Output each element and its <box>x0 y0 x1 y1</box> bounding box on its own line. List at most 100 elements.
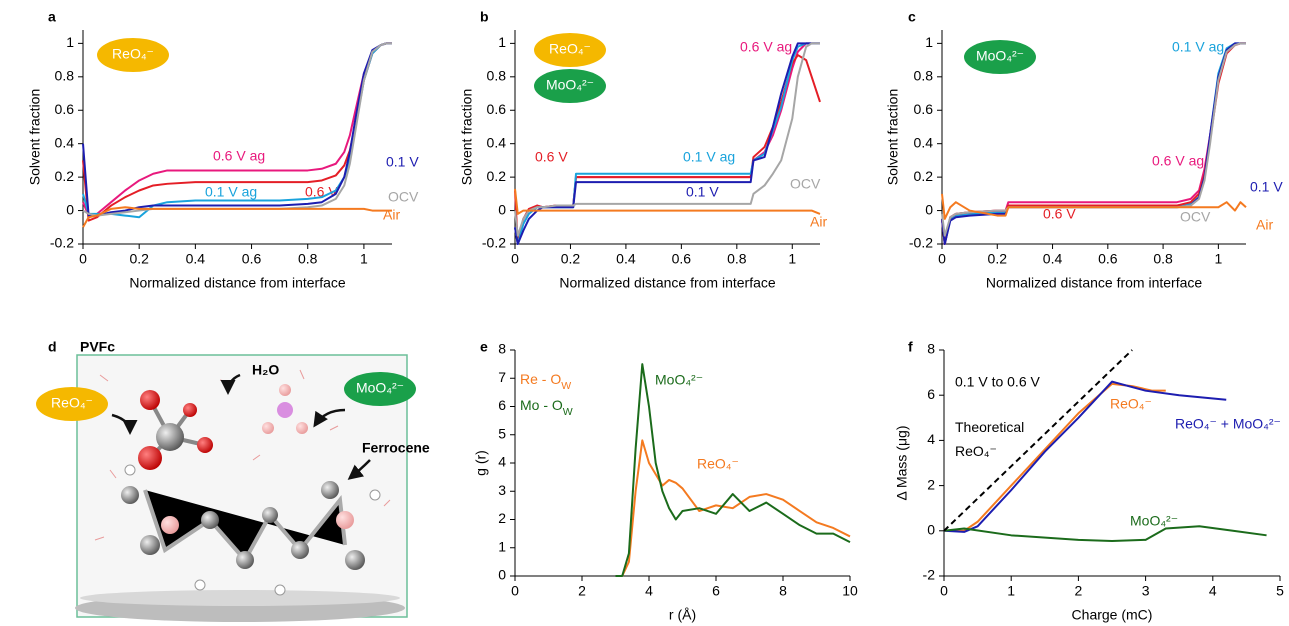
series-label: 0.1 V <box>386 154 419 170</box>
x-tick-label: 0 <box>79 251 87 267</box>
series-label: 0.6 V <box>305 184 338 200</box>
series-line <box>514 188 821 215</box>
y-tick-label: 7 <box>498 369 506 385</box>
series-label: ReO₄⁻ <box>1110 396 1152 412</box>
ferrocene-atoms <box>121 464 381 596</box>
y-tick-label: 1 <box>498 538 506 554</box>
x-tick-label: 2 <box>1075 583 1083 599</box>
illustration-label: Ferrocene <box>362 440 430 456</box>
panel-label: d <box>48 339 57 355</box>
y-tick-label: -0.2 <box>50 235 74 251</box>
badge-label: MoO₄²⁻ <box>976 48 1024 64</box>
series-label: OCV <box>388 189 419 205</box>
y-tick-label: 8 <box>927 341 935 357</box>
series-label: 0.6 V ag <box>213 148 265 164</box>
series-label-main: Mo - O <box>520 397 563 413</box>
x-tick-label: 0.4 <box>1043 251 1063 267</box>
illustration-title: PVFc <box>80 339 115 355</box>
y-tick-label: 0.2 <box>487 168 507 184</box>
series-line <box>82 42 392 217</box>
badge-label: MoO₄²⁻ <box>546 77 594 93</box>
series-label-main: Re - O <box>520 371 561 387</box>
y-axis-label: Δ Mass (μg) <box>894 426 910 501</box>
series-label: 0.1 V ag <box>1172 39 1224 55</box>
badge <box>964 40 1036 74</box>
y-tick-label: 0.8 <box>55 68 75 84</box>
y-tick-label: 0.2 <box>914 168 934 184</box>
x-tick-label: 4 <box>645 583 653 599</box>
x-tick-label: 0.6 <box>1098 251 1118 267</box>
surface <box>75 590 405 622</box>
series-label: 0.1 V ag <box>683 149 735 165</box>
x-tick-label: 0.6 <box>672 251 692 267</box>
series-label-sub: W <box>561 380 571 392</box>
series-line <box>82 206 392 228</box>
illustration-label: H₂O <box>252 362 279 378</box>
x-tick-label: 0.8 <box>727 251 747 267</box>
series-label-main: Theoretical <box>955 419 1024 435</box>
y-tick-label: 1 <box>498 34 506 50</box>
y-tick-label: 0 <box>925 201 933 217</box>
y-tick-label: 1 <box>66 34 74 50</box>
x-tick-label: 1 <box>360 251 368 267</box>
panel-label: f <box>908 339 913 355</box>
y-tick-label: 0.2 <box>55 168 75 184</box>
y-axis-label: Solvent fraction <box>27 89 43 186</box>
panel-label: c <box>908 9 916 25</box>
x-axis-label: Normalized distance from interface <box>129 275 346 291</box>
badge <box>534 69 606 103</box>
series-label: OCV <box>790 176 821 192</box>
panel-label: e <box>480 339 488 355</box>
series-label-sub: W <box>563 406 573 418</box>
y-tick-label: 3 <box>498 482 506 498</box>
y-tick-label: 2 <box>927 476 935 492</box>
series-label: 0.6 V ag <box>740 39 792 55</box>
y-tick-label: 1 <box>925 34 933 50</box>
series-label: Theoretical ReO₄⁻ <box>955 419 1024 459</box>
anion-molecules <box>138 384 308 470</box>
y-tick-label: 2 <box>498 510 506 526</box>
x-axis-label: Normalized distance from interface <box>559 275 776 291</box>
arrows <box>111 373 371 480</box>
y-tick-label: 0.8 <box>487 68 507 84</box>
y-tick-label: 0 <box>498 201 506 217</box>
series-label: 0.6 V ag <box>1152 153 1204 169</box>
series-line <box>615 439 851 577</box>
x-tick-label: 0 <box>511 251 519 267</box>
x-tick-label: 1 <box>788 251 796 267</box>
annotation: 0.1 V to 0.6 V <box>955 374 1040 390</box>
x-tick-label: 0.6 <box>242 251 262 267</box>
y-tick-label: 0.4 <box>55 134 75 150</box>
series-label-second: ReO₄⁻ <box>955 443 997 459</box>
x-axis-label: r (Å) <box>669 607 696 623</box>
y-tick-label: 4 <box>498 454 506 470</box>
y-tick-label: 6 <box>498 397 506 413</box>
y-tick-label: 5 <box>498 425 506 441</box>
x-tick-label: 2 <box>578 583 586 599</box>
y-axis-label: g (r) <box>473 450 489 476</box>
x-tick-label: 4 <box>1209 583 1217 599</box>
y-tick-label: 0 <box>498 567 506 583</box>
series-label: ReO₄⁻ + MoO₄²⁻ <box>1175 416 1281 432</box>
x-tick-label: 8 <box>779 583 787 599</box>
y-tick-label: 0.6 <box>55 101 75 117</box>
y-tick-label: 8 <box>498 341 506 357</box>
y-tick-label: 0.4 <box>487 134 507 150</box>
series-line <box>941 193 1247 220</box>
series-label: OCV <box>1180 209 1211 225</box>
series-label: Mo - OW <box>520 397 573 418</box>
series-line <box>615 363 851 577</box>
series-label: 0.1 V <box>1250 179 1283 195</box>
y-tick-label: 0.4 <box>914 134 934 150</box>
badge-label: ReO₄⁻ <box>112 46 154 62</box>
y-tick-label: 0.6 <box>487 101 507 117</box>
y-tick-label: -0.2 <box>482 235 506 251</box>
series-label: Air <box>810 214 827 230</box>
badge <box>534 33 606 67</box>
y-axis-label: Solvent fraction <box>885 89 901 186</box>
series-line <box>514 42 820 237</box>
annotation: ReO₄⁻ <box>697 456 739 472</box>
x-tick-label: 5 <box>1276 583 1284 599</box>
y-tick-label: 4 <box>927 431 935 447</box>
annotation: MoO₄²⁻ <box>655 372 703 388</box>
